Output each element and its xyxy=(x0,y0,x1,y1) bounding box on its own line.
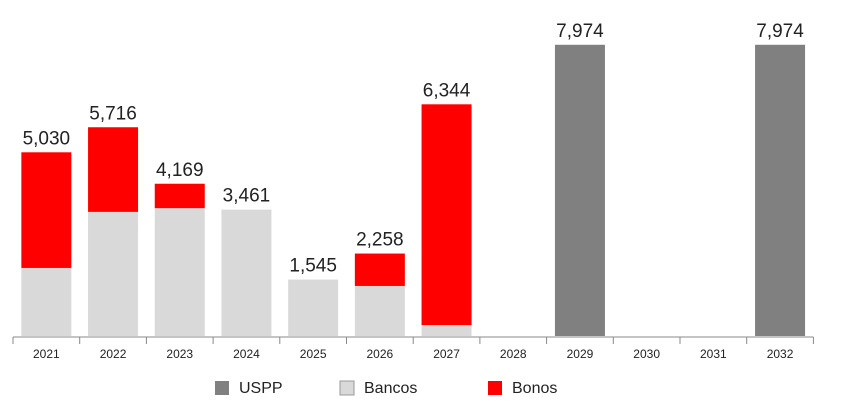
total-label: 5,716 xyxy=(89,103,137,124)
bar-segment xyxy=(421,325,472,336)
x-tick-label: 2023 xyxy=(166,347,193,361)
x-tick-label: 2024 xyxy=(233,347,260,361)
x-tick-label: 2030 xyxy=(633,347,660,361)
bar-segment xyxy=(221,209,272,336)
x-tick-label: 2031 xyxy=(700,347,727,361)
bar-segment xyxy=(88,127,139,212)
bar-segment xyxy=(21,267,72,336)
bar-segment xyxy=(154,208,205,336)
x-tick-label: 2032 xyxy=(767,347,794,361)
x-tick-label: 2026 xyxy=(366,347,393,361)
total-label: 6,344 xyxy=(423,80,471,101)
total-label: 7,974 xyxy=(756,21,804,42)
total-label: 5,030 xyxy=(23,128,71,149)
legend-swatch xyxy=(488,381,502,395)
bar-segment xyxy=(354,253,405,286)
legend-label: Bonos xyxy=(512,380,557,397)
x-tick-label: 2028 xyxy=(500,347,527,361)
bar-segment xyxy=(21,152,72,268)
legend-swatch xyxy=(339,380,355,396)
bar-segment xyxy=(554,44,605,336)
total-label: 4,169 xyxy=(156,160,204,181)
bar-segment xyxy=(421,104,472,326)
total-label: 7,974 xyxy=(556,21,604,42)
bar-segment xyxy=(154,183,205,209)
legend-swatch xyxy=(215,381,229,395)
bar-segment xyxy=(354,285,405,336)
legend-label: Bancos xyxy=(364,380,417,397)
bar-segment xyxy=(88,211,139,336)
total-label: 2,258 xyxy=(356,230,404,251)
legend-label: USPP xyxy=(239,380,283,397)
bar-segment xyxy=(288,279,339,336)
x-tick-label: 2025 xyxy=(300,347,327,361)
total-label: 3,461 xyxy=(223,186,271,207)
x-tick-label: 2029 xyxy=(567,347,594,361)
x-tick-label: 2021 xyxy=(33,347,60,361)
total-label: 1,545 xyxy=(289,256,337,277)
x-tick-label: 2027 xyxy=(433,347,460,361)
bar-segment xyxy=(755,44,806,336)
x-tick-label: 2022 xyxy=(100,347,127,361)
